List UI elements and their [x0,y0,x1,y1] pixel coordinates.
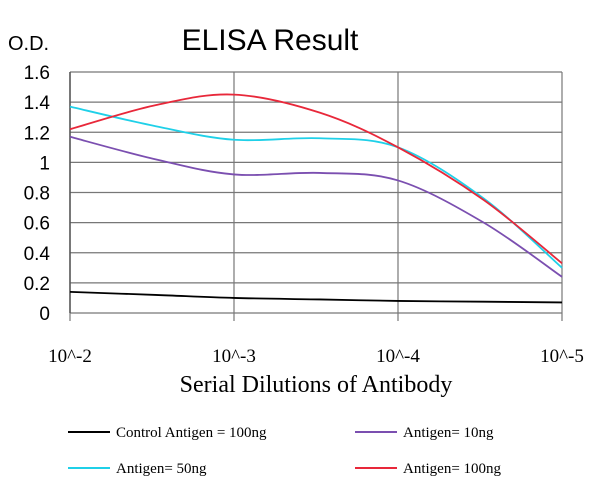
x-axis-label: Serial Dilutions of Antibody [180,372,453,398]
x-tick-label: 10^-4 [376,346,420,367]
chart-title: ELISA Result [182,24,359,57]
y-tick-label: 0.4 [24,244,51,265]
series-line-2 [69,105,563,269]
y-tick-label: 1.4 [24,93,51,114]
y-tick-label: 0 [39,304,50,325]
y-tick-label: 0.2 [24,274,50,295]
y-tick-label: 1 [39,153,50,174]
y-tick-label: 1.2 [24,123,50,144]
legend-label: Antigen= 100ng [403,461,502,477]
x-tick-label: 10^-3 [212,346,256,367]
y-tick-label: 0.8 [24,184,50,205]
x-tick-label: 10^-5 [540,346,584,367]
series-line-0 [69,291,563,304]
series-line-3 [69,93,563,264]
y-tick-label: 1.6 [24,63,50,84]
y-tick-label: 0.6 [24,214,50,235]
series-line-1 [69,135,563,278]
legend-label: Antigen= 50ng [116,461,207,477]
legend-label: Antigen= 10ng [403,425,494,441]
y-axis-label: O.D. [8,33,49,55]
legend-label: Control Antigen = 100ng [116,425,267,441]
x-tick-label: 10^-2 [48,346,92,367]
